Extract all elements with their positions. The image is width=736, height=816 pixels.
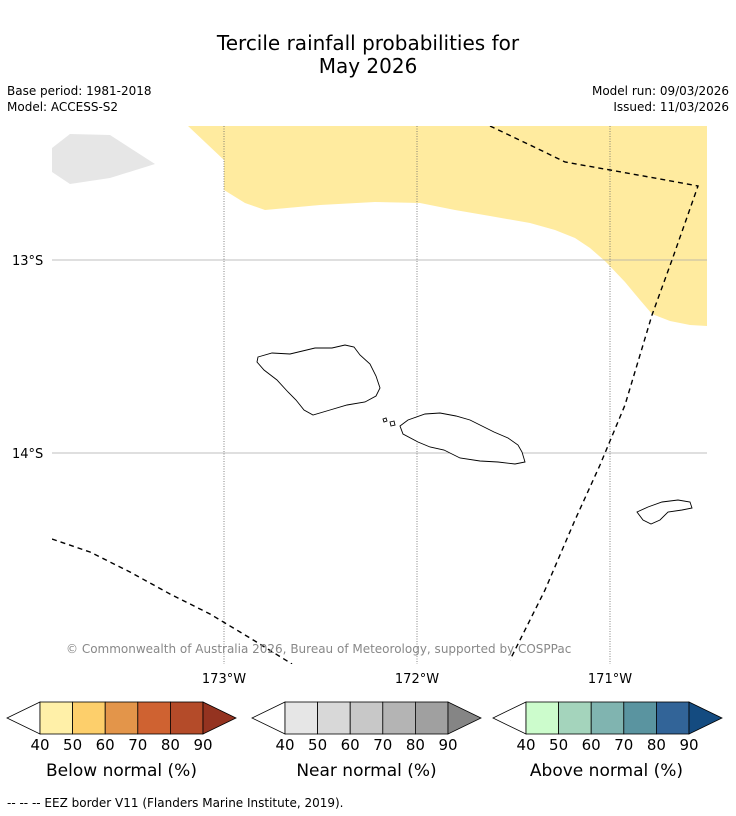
above-normal-colorbar-over-arrow [688, 701, 723, 735]
lon-label-173w: 173°W [202, 672, 246, 687]
above-normal-colorbar-segment [623, 701, 657, 735]
near-normal-colorbar-tick-label: 50 [308, 736, 327, 754]
below-normal-colorbar-tick-label: 80 [161, 736, 180, 754]
manono-island [382, 417, 388, 423]
above-normal-colorbar-under-arrow [492, 701, 527, 735]
near-normal-colorbar-segment [284, 701, 318, 735]
lat-gridlines [52, 259, 707, 454]
lon-gridlines [223, 126, 611, 664]
above-normal-colorbar-tick-label: 60 [582, 736, 601, 754]
model-name: Model: ACCESS-S2 [7, 100, 119, 114]
near-normal-colorbar-over-arrow [447, 701, 482, 735]
near-normal-colorbar-segment [349, 701, 384, 735]
above-normal-colorbar-segment [590, 701, 625, 735]
map-title-line2: May 2026 [318, 54, 418, 78]
below-normal-colorbar-segment [104, 701, 139, 735]
colorbars: 40 50 60 70 80 90 40 50 60 70 80 90 40 50 60 70 80 90 [6, 701, 723, 754]
near-normal-colorbar-segment [382, 701, 416, 735]
near-normal-colorbar-tick-label: 70 [373, 736, 392, 754]
below-normal-region [188, 126, 707, 326]
below-normal-colorbar-segment [39, 701, 73, 735]
lat-label-14s: 14°S [12, 447, 43, 462]
upolu-island [399, 412, 526, 465]
near-normal-colorbar-segment [414, 701, 449, 735]
above-normal-colorbar-tick-label: 50 [549, 736, 568, 754]
below-normal-colorbar-label: Below normal (%) [46, 761, 197, 781]
model-run-date: Model run: 09/03/2026 [591, 84, 729, 98]
above-normal-colorbar-segment [558, 701, 592, 735]
below-normal-colorbar-under-arrow [6, 701, 41, 735]
above-normal-colorbar-tick-label: 70 [614, 736, 633, 754]
near-normal-colorbar-tick-label: 40 [275, 736, 294, 754]
below-normal-colorbar-tick-label: 60 [96, 736, 115, 754]
below-normal-colorbar-tick-label: 90 [193, 736, 212, 754]
map-title-line1: Tercile rainfall probabilities for [216, 31, 520, 55]
above-normal-colorbar-tick-label: 40 [516, 736, 535, 754]
near-normal-colorbar-under-arrow [251, 701, 286, 735]
below-normal-colorbar-over-arrow [202, 701, 237, 735]
eez-legend-note: -- -- -- EEZ border V11 (Flanders Marine… [7, 796, 344, 810]
below-normal-colorbar-segment [137, 701, 171, 735]
coastline [256, 344, 693, 525]
issued-date: Issued: 11/03/2026 [613, 100, 729, 114]
above-normal-colorbar-label: Above normal (%) [529, 761, 684, 781]
near-normal-region [52, 134, 155, 184]
above-normal-colorbar-tick-label: 90 [679, 736, 698, 754]
eez-border [52, 126, 699, 664]
above-normal-colorbar-segment [525, 701, 559, 735]
above-normal-colorbar-segment [656, 701, 690, 735]
near-normal-colorbar-segment [317, 701, 351, 735]
apolima-island [389, 420, 396, 427]
lat-label-13s: 13°S [12, 254, 43, 269]
below-normal-colorbar-tick-label: 50 [63, 736, 82, 754]
lon-label-172w: 172°W [395, 672, 439, 687]
base-period: Base period: 1981-2018 [7, 84, 152, 98]
above-normal-colorbar-tick-label: 80 [647, 736, 666, 754]
below-normal-colorbar-tick-label: 40 [30, 736, 49, 754]
near-normal-colorbar-label: Near normal (%) [296, 761, 437, 781]
below-normal-colorbar-segment [169, 701, 204, 735]
near-normal-colorbar-tick-label: 60 [341, 736, 360, 754]
near-normal-colorbar-tick-label: 80 [406, 736, 425, 754]
below-normal-colorbar-segment [72, 701, 106, 735]
savaii-island [256, 344, 381, 416]
copyright-notice: © Commonwealth of Australia 2026, Bureau… [66, 642, 571, 656]
tutuila-island [636, 499, 693, 525]
lon-label-171w: 171°W [588, 672, 632, 687]
near-normal-colorbar-tick-label: 90 [438, 736, 457, 754]
below-normal-colorbar-tick-label: 70 [128, 736, 147, 754]
